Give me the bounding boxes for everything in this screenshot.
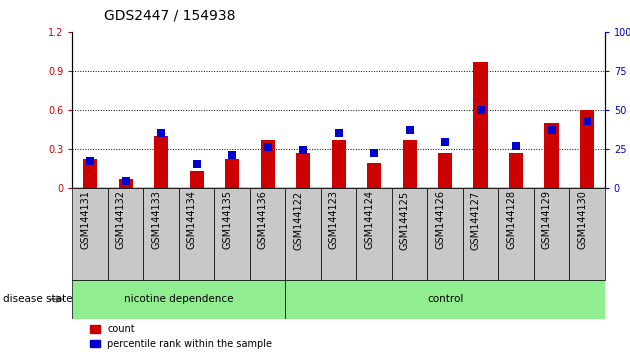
Point: [440, 139, 450, 145]
Bar: [108, 188, 144, 280]
Bar: [544, 123, 559, 188]
Bar: [261, 139, 275, 188]
Point: [546, 127, 557, 133]
Bar: [357, 188, 392, 280]
Bar: [225, 159, 239, 188]
Text: nicotine dependence: nicotine dependence: [124, 294, 234, 304]
Point: [85, 158, 95, 164]
Text: GSM144130: GSM144130: [577, 190, 587, 249]
Bar: [296, 153, 310, 188]
Bar: [83, 159, 97, 188]
Point: [333, 130, 343, 136]
Bar: [118, 178, 133, 188]
Text: GSM144133: GSM144133: [151, 190, 161, 249]
Bar: [509, 153, 523, 188]
Text: disease state: disease state: [3, 294, 72, 304]
Text: GSM144126: GSM144126: [435, 190, 445, 249]
Bar: [179, 188, 214, 280]
Text: GSM144125: GSM144125: [399, 190, 410, 250]
Text: GSM144132: GSM144132: [116, 190, 125, 249]
Bar: [403, 139, 416, 188]
Bar: [498, 188, 534, 280]
Bar: [250, 188, 285, 280]
Point: [511, 143, 521, 148]
Bar: [392, 188, 427, 280]
Bar: [580, 110, 594, 188]
Bar: [190, 171, 203, 188]
Point: [263, 144, 273, 150]
Text: control: control: [427, 294, 463, 304]
Text: GSM144128: GSM144128: [506, 190, 516, 249]
Bar: [534, 188, 570, 280]
Text: GSM144124: GSM144124: [364, 190, 374, 249]
Text: GSM144129: GSM144129: [542, 190, 552, 249]
Bar: [72, 280, 285, 319]
Point: [192, 161, 202, 167]
Bar: [331, 139, 346, 188]
Point: [156, 130, 166, 136]
Bar: [367, 163, 381, 188]
Text: GSM144122: GSM144122: [293, 190, 303, 250]
Bar: [463, 188, 498, 280]
Bar: [285, 188, 321, 280]
Text: GSM144127: GSM144127: [471, 190, 481, 250]
Point: [404, 127, 415, 133]
Bar: [144, 188, 179, 280]
Bar: [474, 62, 488, 188]
Text: GSM144134: GSM144134: [186, 190, 197, 249]
Bar: [438, 153, 452, 188]
Text: GDS2447 / 154938: GDS2447 / 154938: [104, 9, 236, 23]
Point: [120, 178, 131, 184]
Point: [476, 107, 486, 113]
Bar: [72, 188, 108, 280]
Bar: [570, 188, 605, 280]
Text: GSM144136: GSM144136: [258, 190, 268, 249]
Bar: [154, 136, 168, 188]
Text: GSM144123: GSM144123: [329, 190, 338, 249]
Text: GSM144131: GSM144131: [80, 190, 90, 249]
Point: [298, 147, 308, 153]
Legend: count, percentile rank within the sample: count, percentile rank within the sample: [90, 324, 272, 349]
Text: GSM144135: GSM144135: [222, 190, 232, 249]
Point: [369, 150, 379, 156]
Point: [582, 118, 592, 124]
Point: [227, 152, 237, 158]
Bar: [321, 188, 357, 280]
Bar: [214, 188, 250, 280]
Bar: [285, 280, 605, 319]
Bar: [427, 188, 463, 280]
